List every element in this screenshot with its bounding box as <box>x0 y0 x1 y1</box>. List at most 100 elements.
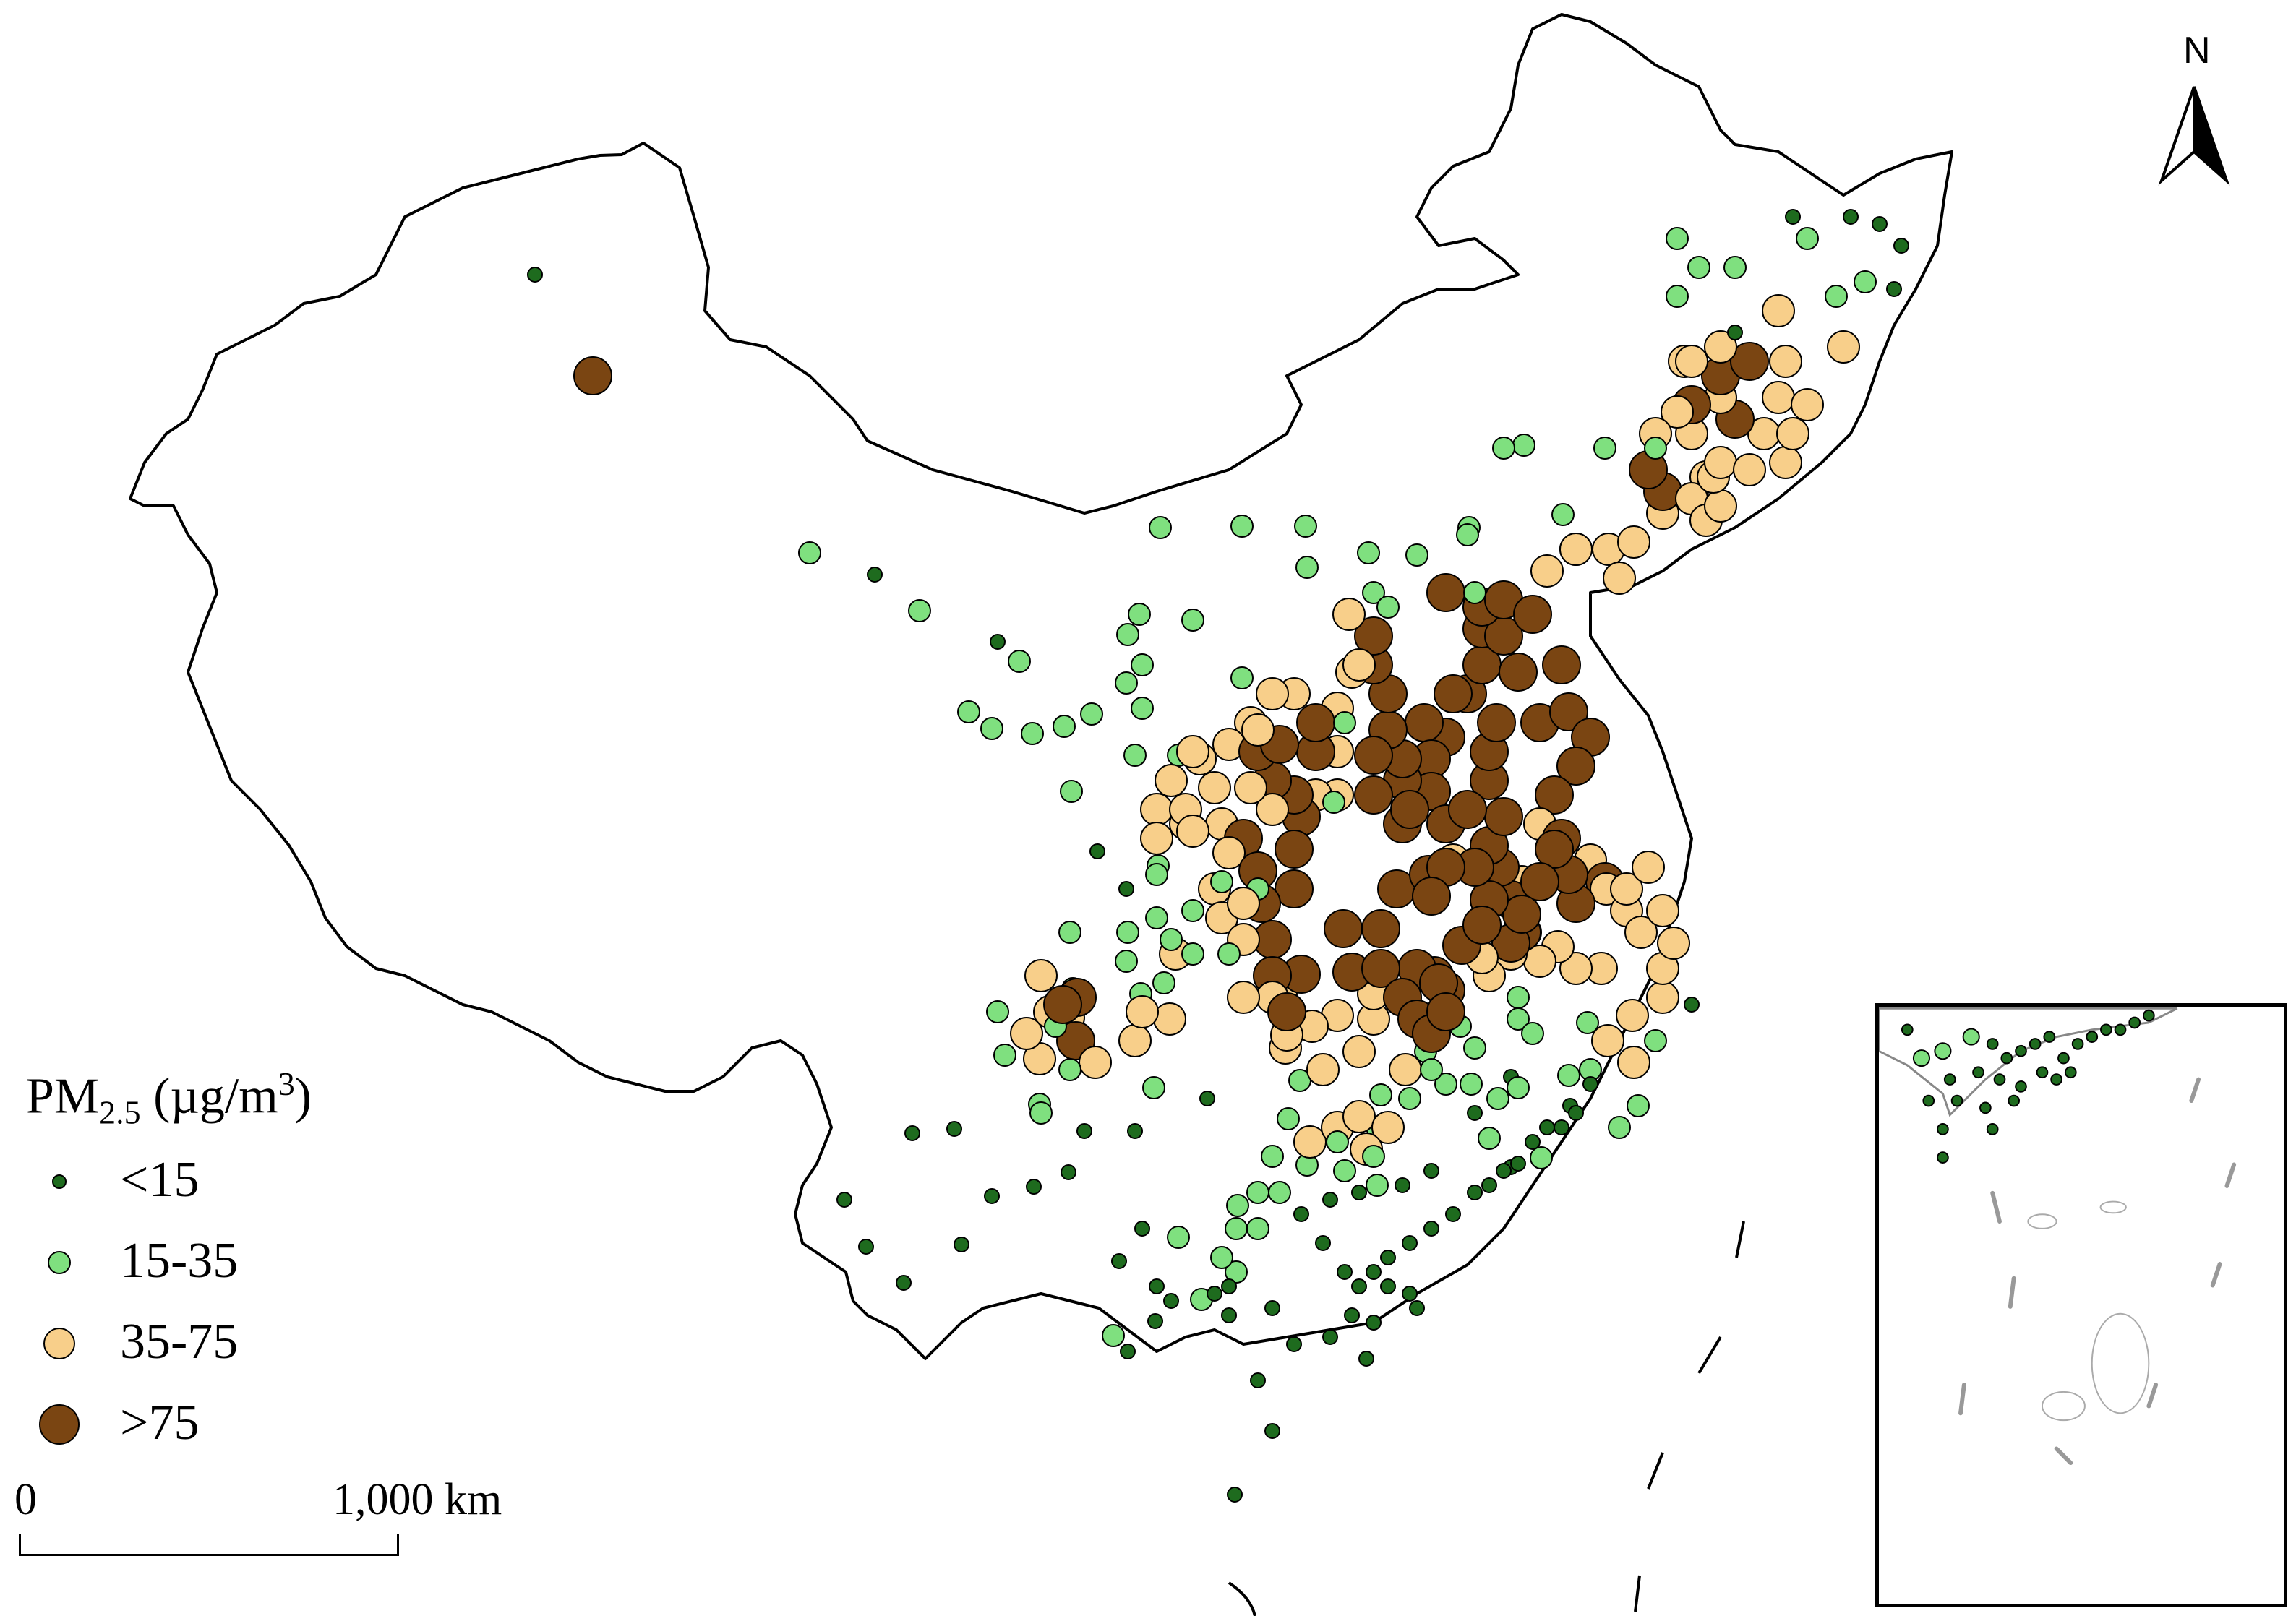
station-marker-35-75 <box>1176 815 1209 848</box>
station-marker-lt15 <box>896 1275 912 1291</box>
station-marker-15-35 <box>1225 1217 1248 1240</box>
station-marker-lt15 <box>1445 1206 1461 1222</box>
station-marker-35-75 <box>1212 836 1246 869</box>
station-marker-15-35 <box>908 599 931 622</box>
station-marker-15-35 <box>1230 515 1254 538</box>
station-marker-lt15 <box>1402 1235 1418 1251</box>
station-marker-15-35 <box>1149 516 1172 539</box>
station-marker-lt15 <box>2071 1038 2084 1050</box>
north-arrow-icon <box>2158 86 2230 186</box>
station-marker-15-35 <box>1181 942 1204 966</box>
station-marker-15-35 <box>1261 1145 1284 1168</box>
china-border <box>129 13 1953 1360</box>
station-marker-35-75 <box>1646 981 1679 1014</box>
station-marker-lt15 <box>1120 1344 1136 1359</box>
station-marker-gt75 <box>1296 703 1335 742</box>
station-marker-lt15 <box>984 1188 1000 1204</box>
station-marker-35-75 <box>1616 999 1649 1032</box>
station-marker-lt15 <box>1922 1094 1935 1107</box>
station-marker-gt75 <box>1275 830 1314 869</box>
north-label: N <box>2183 30 2211 72</box>
station-marker-gt75 <box>1513 595 1552 634</box>
station-marker-35-75 <box>1704 330 1737 364</box>
station-marker-lt15 <box>954 1237 969 1252</box>
station-marker-35-75 <box>1733 453 1766 486</box>
station-marker-gt75 <box>1361 949 1400 988</box>
station-marker-35-75 <box>1198 771 1231 804</box>
station-marker-15-35 <box>1666 285 1689 308</box>
station-marker-lt15 <box>2100 1023 2112 1036</box>
station-marker-35-75 <box>1126 995 1159 1028</box>
station-marker-gt75 <box>1484 797 1523 836</box>
station-marker-15-35 <box>1226 1194 1249 1217</box>
station-marker-15-35 <box>993 1044 1016 1067</box>
scale-end-label: 1,000 km <box>333 1475 502 1524</box>
station-marker-lt15 <box>1886 281 1902 297</box>
station-marker-lt15 <box>990 634 1006 650</box>
station-marker-15-35 <box>1123 744 1147 767</box>
station-marker-35-75 <box>1332 598 1366 631</box>
legend-item-gt75: >75 <box>26 1384 312 1465</box>
station-marker-gt75 <box>1275 869 1314 908</box>
station-marker-gt75 <box>1549 692 1588 731</box>
station-marker-lt15 <box>2008 1094 2021 1107</box>
station-marker-lt15 <box>1979 1101 1992 1114</box>
station-marker-15-35 <box>1608 1116 1631 1139</box>
station-marker-35-75 <box>1610 872 1643 906</box>
station-marker-15-35 <box>1644 437 1667 460</box>
inset-coastline <box>1877 1007 2178 1117</box>
station-marker-lt15 <box>1221 1278 1237 1294</box>
station-marker-lt15 <box>1127 1123 1143 1139</box>
station-marker-gt75 <box>1354 736 1393 775</box>
station-marker-15-35 <box>1268 1181 1291 1204</box>
station-marker-15-35 <box>1053 715 1076 738</box>
station-marker-35-75 <box>1559 952 1593 985</box>
station-marker-gt75 <box>1043 985 1082 1024</box>
station-marker-35-75 <box>1617 525 1650 559</box>
station-marker-gt75 <box>1390 790 1429 829</box>
station-marker-gt75 <box>1354 775 1393 815</box>
small-dark-green-dot-icon <box>26 1141 106 1222</box>
station-marker-lt15 <box>2015 1080 2027 1093</box>
station-marker-15-35 <box>1366 1174 1389 1197</box>
station-marker-lt15 <box>946 1121 962 1137</box>
station-marker-gt75 <box>573 356 612 395</box>
inset-station-markers <box>1901 1009 2155 1164</box>
station-marker-15-35 <box>1181 609 1204 632</box>
station-marker-15-35 <box>1507 1076 1530 1099</box>
legend-title-close: ) <box>294 1068 312 1125</box>
station-marker-15-35 <box>1463 581 1486 604</box>
station-marker-15-35 <box>1116 921 1139 944</box>
station-marker-lt15 <box>1510 1156 1526 1172</box>
station-marker-35-75 <box>1306 1053 1340 1086</box>
legend-title-main: PM <box>26 1068 100 1125</box>
station-marker-15-35 <box>1217 942 1241 966</box>
station-marker-15-35 <box>1210 1246 1233 1269</box>
legend-title-superscript: 3 <box>278 1065 295 1102</box>
station-marker-35-75 <box>1769 345 1802 378</box>
station-marker-lt15 <box>1351 1278 1367 1294</box>
station-marker-15-35 <box>1512 434 1535 457</box>
station-marker-gt75 <box>1405 703 1444 742</box>
station-marker-lt15 <box>1380 1250 1396 1265</box>
station-marker-15-35 <box>1687 256 1710 279</box>
station-marker-15-35 <box>1116 623 1139 646</box>
station-marker-lt15 <box>2064 1066 2077 1079</box>
station-marker-35-75 <box>1632 851 1665 884</box>
station-marker-lt15 <box>1901 1023 1914 1036</box>
station-marker-15-35 <box>1128 603 1151 626</box>
station-marker-lt15 <box>858 1239 874 1255</box>
station-marker-lt15 <box>2043 1031 2056 1043</box>
station-marker-15-35 <box>1962 1028 1980 1046</box>
station-marker-15-35 <box>1825 285 1848 308</box>
station-marker-lt15 <box>1539 1119 1555 1135</box>
legend-item-lt15: <15 <box>26 1141 312 1222</box>
station-marker-lt15 <box>1366 1264 1382 1280</box>
inset-map <box>1877 1007 2237 1466</box>
station-marker-15-35 <box>1225 1260 1248 1284</box>
station-marker-gt75 <box>1502 895 1541 934</box>
station-marker-lt15 <box>1227 1487 1243 1503</box>
station-marker-15-35 <box>1029 1101 1053 1125</box>
station-marker-lt15 <box>1937 1151 1949 1164</box>
